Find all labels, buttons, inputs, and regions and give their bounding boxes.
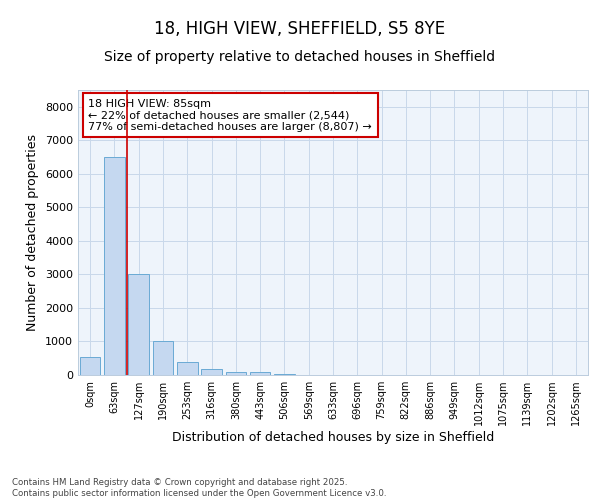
Text: Contains HM Land Registry data © Crown copyright and database right 2025.
Contai: Contains HM Land Registry data © Crown c… xyxy=(12,478,386,498)
Bar xyxy=(128,274,149,375)
Text: 18 HIGH VIEW: 85sqm
← 22% of detached houses are smaller (2,544)
77% of semi-det: 18 HIGH VIEW: 85sqm ← 22% of detached ho… xyxy=(88,98,372,132)
Bar xyxy=(201,369,222,375)
Bar xyxy=(274,374,295,375)
Text: 18, HIGH VIEW, SHEFFIELD, S5 8YE: 18, HIGH VIEW, SHEFFIELD, S5 8YE xyxy=(154,20,446,38)
Bar xyxy=(226,372,246,375)
Bar xyxy=(177,362,197,375)
Y-axis label: Number of detached properties: Number of detached properties xyxy=(26,134,40,331)
Bar xyxy=(250,372,271,375)
Bar xyxy=(104,157,125,375)
X-axis label: Distribution of detached houses by size in Sheffield: Distribution of detached houses by size … xyxy=(172,431,494,444)
Bar xyxy=(152,342,173,375)
Text: Size of property relative to detached houses in Sheffield: Size of property relative to detached ho… xyxy=(104,50,496,64)
Bar xyxy=(80,356,100,375)
